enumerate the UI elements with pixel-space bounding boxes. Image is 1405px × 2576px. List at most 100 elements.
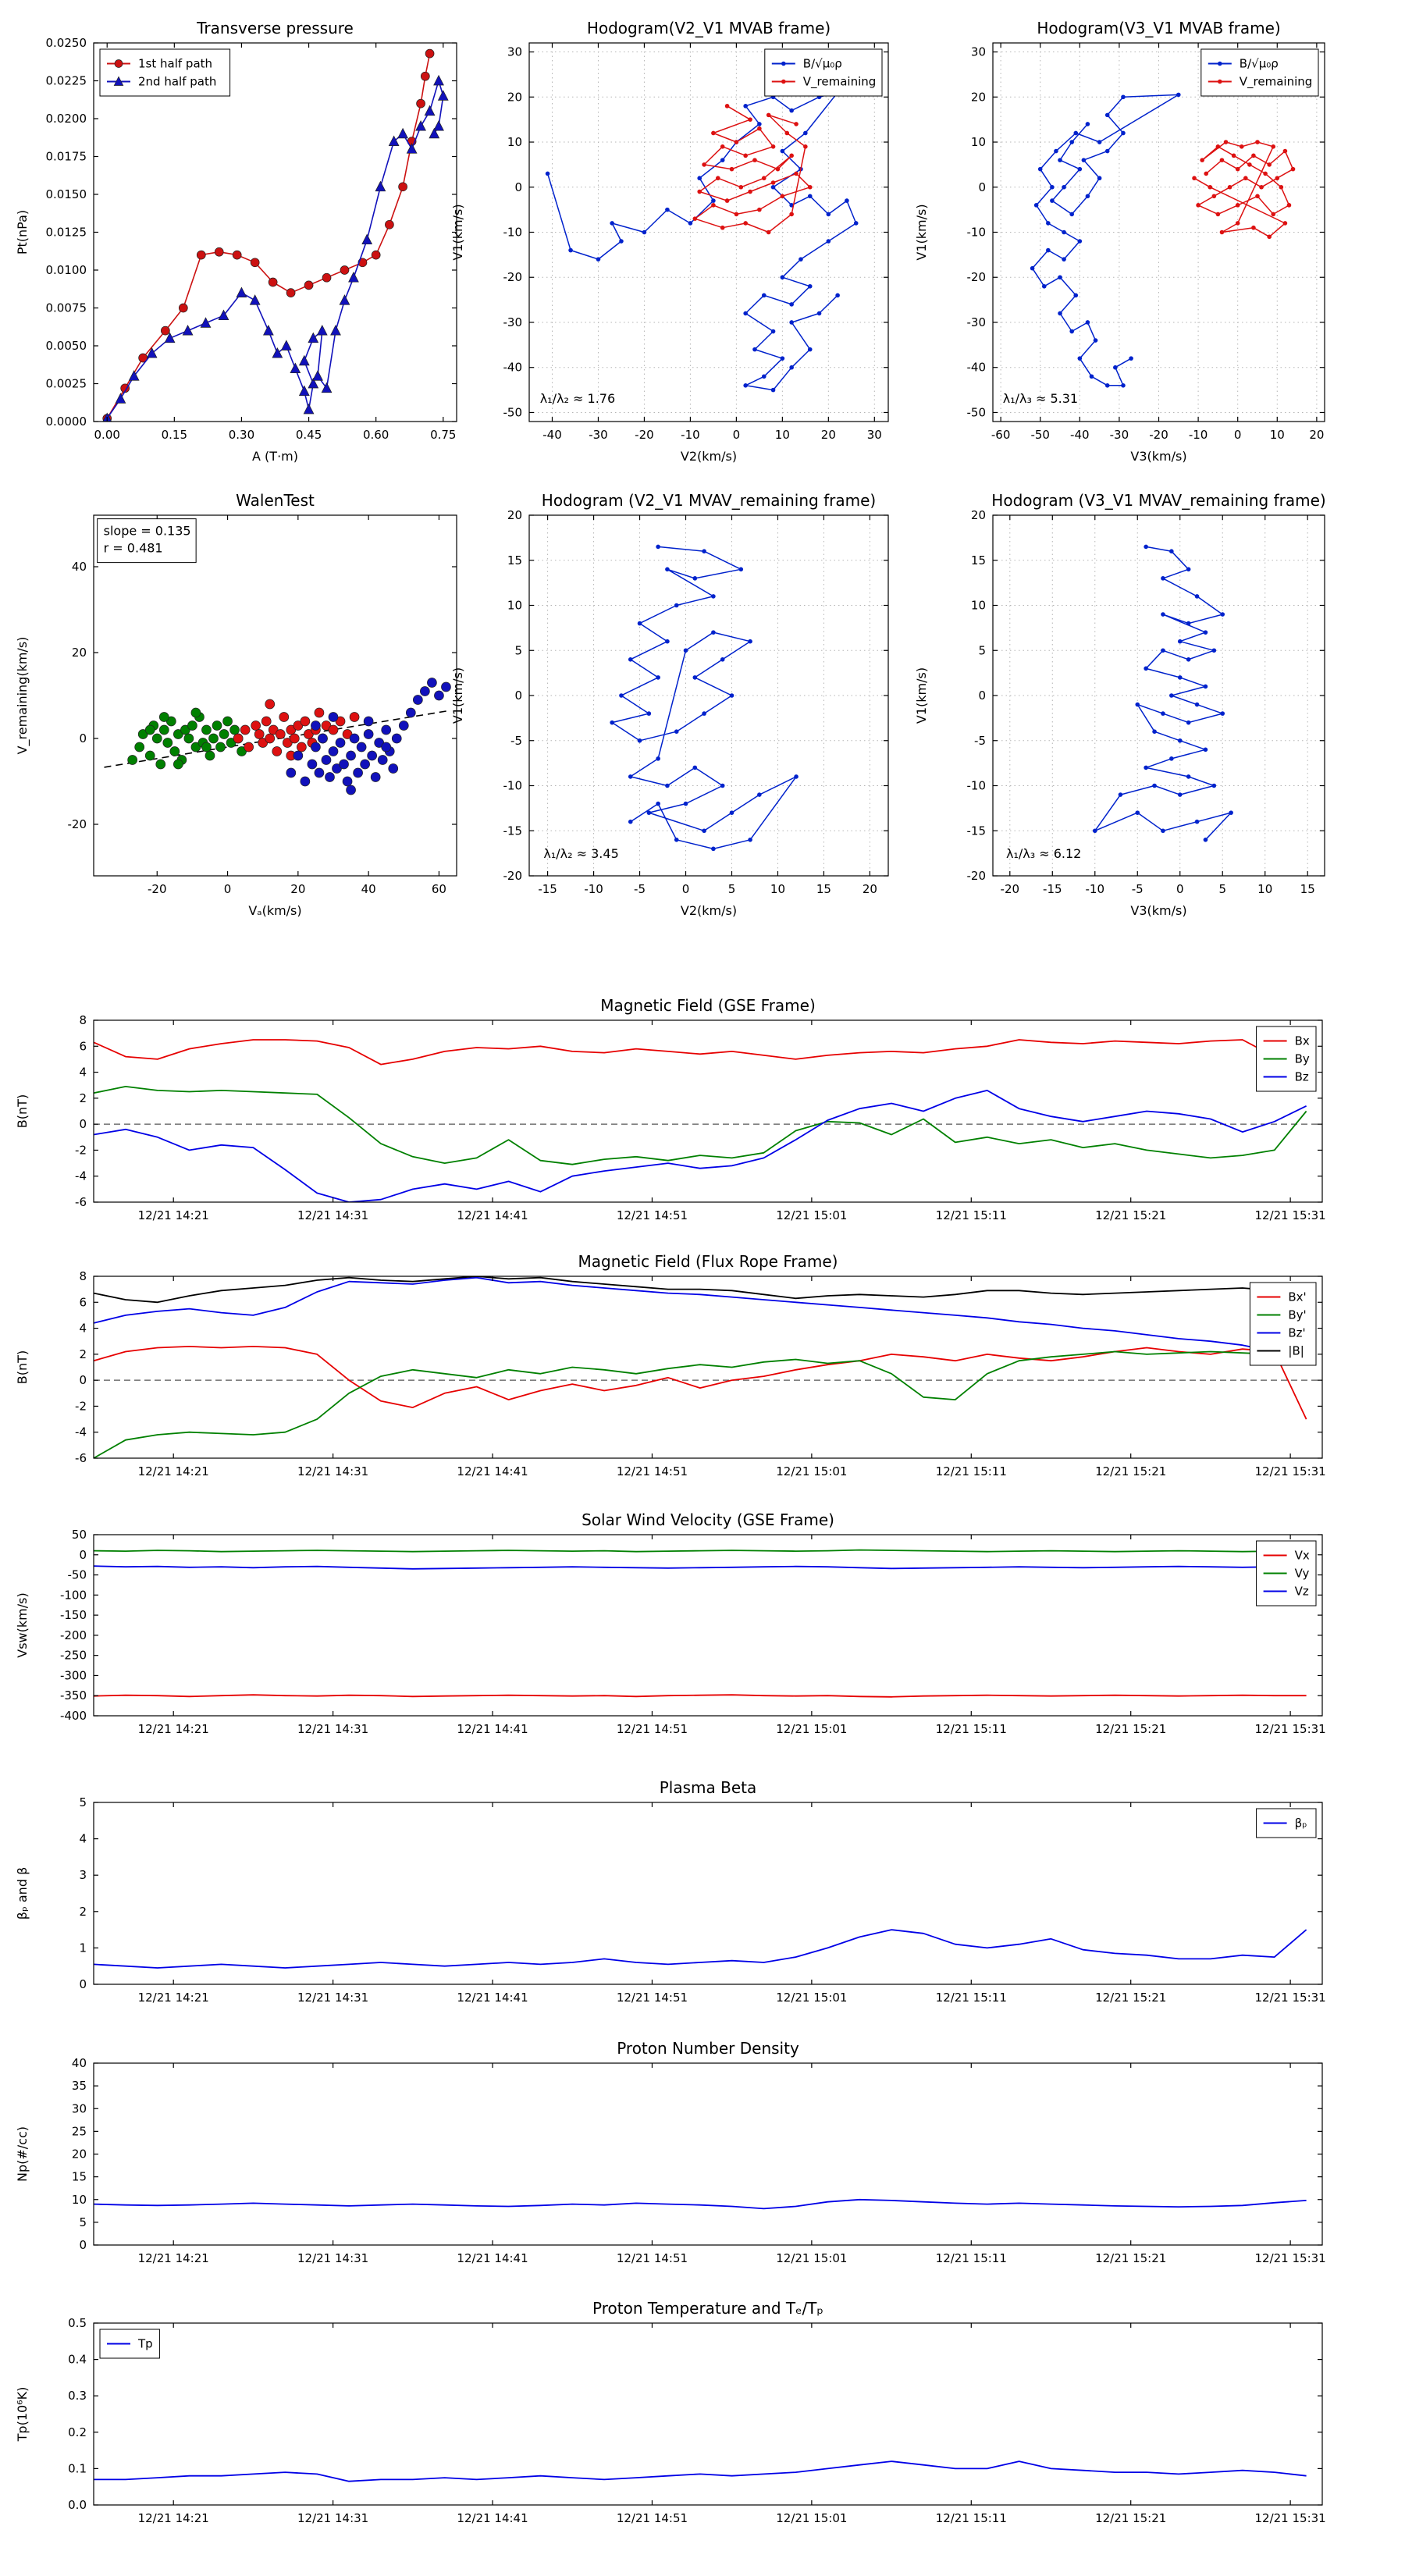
svg-text:12/21 15:01: 12/21 15:01: [776, 1208, 847, 1222]
svg-text:Hodogram(V2_V1 MVAB frame): Hodogram(V2_V1 MVAB frame): [587, 19, 831, 37]
svg-text:-50: -50: [1030, 428, 1050, 442]
svg-text:12/21 15:21: 12/21 15:21: [1095, 2251, 1166, 2265]
svg-text:0.0075: 0.0075: [46, 301, 87, 315]
svg-text:Hodogram (V2_V1 MVAV_remaining: Hodogram (V2_V1 MVAV_remaining frame): [542, 491, 876, 510]
svg-text:-100: -100: [60, 1588, 87, 1602]
svg-text:20: 20: [1309, 428, 1324, 442]
svg-text:Hodogram(V3_V1 MVAB frame): Hodogram(V3_V1 MVAB frame): [1037, 19, 1280, 37]
svg-text:Vsw(km/s): Vsw(km/s): [15, 1592, 30, 1657]
svg-text:-20: -20: [967, 869, 987, 883]
svg-text:-5: -5: [1132, 882, 1144, 896]
svg-text:12/21 15:31: 12/21 15:31: [1254, 1208, 1325, 1222]
svg-text:V_remaining(km/s): V_remaining(km/s): [15, 637, 30, 755]
svg-text:-4: -4: [75, 1425, 87, 1439]
svg-text:0: 0: [682, 882, 690, 896]
chart-transverse-pressure: 0.00 0.15 0.30 0.45 0.60 0.75 0.0000 0.0025 0.00…: [8, 4, 505, 470]
svg-text:-10: -10: [503, 226, 523, 240]
svg-text:-50: -50: [967, 405, 987, 419]
svg-text:-20: -20: [503, 270, 523, 284]
svg-text:2: 2: [79, 1091, 87, 1105]
svg-text:5: 5: [79, 1795, 87, 1809]
svg-text:-300: -300: [60, 1668, 87, 1682]
svg-text:0.75: 0.75: [430, 428, 456, 442]
chart-hodogram-v3v1-mvav: -20 -15 -10 -5 0 5 10 15 -20 -15 -10 -5 0 5 10 15 20 Hodo…: [907, 476, 1373, 924]
svg-text:0: 0: [978, 688, 986, 703]
svg-text:-350: -350: [60, 1688, 87, 1703]
svg-text:6: 6: [79, 1295, 87, 1309]
svg-text:12/21 15:31: 12/21 15:31: [1254, 2251, 1325, 2265]
svg-text:0.1: 0.1: [68, 2461, 87, 2475]
svg-text:12/21 15:31: 12/21 15:31: [1254, 1722, 1325, 1736]
svg-text:2nd half path: 2nd half path: [138, 75, 216, 89]
svg-text:-10: -10: [584, 882, 603, 896]
svg-text:20: 20: [971, 90, 986, 104]
svg-text:-15: -15: [538, 882, 557, 896]
svg-text:8: 8: [79, 1269, 87, 1283]
svg-text:Proton Temperature and Tₑ/Tₚ: Proton Temperature and Tₑ/Tₚ: [592, 2299, 823, 2318]
svg-text:4: 4: [79, 1322, 87, 1336]
svg-text:V2(km/s): V2(km/s): [681, 903, 737, 918]
svg-text:λ₁/λ₃ ≈ 5.31: λ₁/λ₃ ≈ 5.31: [1003, 391, 1078, 406]
svg-text:0.5: 0.5: [68, 2316, 87, 2330]
svg-text:5: 5: [728, 882, 736, 896]
svg-text:λ₁/λ₂ ≈ 1.76: λ₁/λ₂ ≈ 1.76: [540, 391, 615, 406]
svg-text:0: 0: [514, 688, 522, 703]
svg-text:12/21 15:21: 12/21 15:21: [1095, 1464, 1166, 1478]
svg-text:0.15: 0.15: [162, 428, 187, 442]
svg-text:0: 0: [733, 428, 741, 442]
svg-text:60: 60: [432, 882, 446, 896]
svg-text:12/21 15:21: 12/21 15:21: [1095, 1208, 1166, 1222]
svg-text:V_remaining: V_remaining: [1240, 75, 1313, 90]
svg-text:V3(km/s): V3(km/s): [1130, 449, 1186, 464]
svg-text:5: 5: [978, 643, 986, 657]
svg-text:-10: -10: [967, 779, 987, 793]
svg-text:λ₁/λ₃ ≈ 6.12: λ₁/λ₃ ≈ 6.12: [1006, 846, 1081, 861]
svg-text:-250: -250: [60, 1649, 87, 1663]
svg-text:Magnetic Field (Flux Rope Fram: Magnetic Field (Flux Rope Frame): [578, 1252, 838, 1271]
svg-text:0.0050: 0.0050: [46, 339, 87, 353]
chart-plasma-beta: 12/21 14:21 12/21 14:31 12/21 14:41 12/21 1…: [8, 1763, 1371, 2033]
svg-text:0: 0: [79, 1373, 87, 1387]
svg-text:0.0000: 0.0000: [46, 415, 87, 429]
svg-text:Pt(nPa): Pt(nPa): [15, 210, 30, 254]
svg-text:V3(km/s): V3(km/s): [1130, 903, 1186, 918]
svg-text:20: 20: [72, 2147, 87, 2161]
svg-text:Tp(10⁶K): Tp(10⁶K): [15, 2387, 30, 2443]
svg-text:-30: -30: [1110, 428, 1129, 442]
svg-text:0.30: 0.30: [229, 428, 254, 442]
svg-text:-10: -10: [503, 779, 523, 793]
svg-text:-50: -50: [68, 1568, 87, 1582]
svg-text:20: 20: [507, 90, 522, 104]
svg-text:30: 30: [971, 45, 986, 59]
svg-text:40: 40: [72, 2056, 87, 2070]
svg-text:12/21 14:41: 12/21 14:41: [457, 1208, 528, 1222]
svg-text:Tp: Tp: [137, 2337, 153, 2351]
svg-text:Vx: Vx: [1295, 1549, 1310, 1563]
svg-text:-10: -10: [967, 226, 987, 240]
svg-text:0.45: 0.45: [296, 428, 322, 442]
svg-text:12/21 15:31: 12/21 15:31: [1254, 2511, 1325, 2525]
svg-text:0: 0: [978, 180, 986, 194]
svg-text:-2: -2: [75, 1399, 87, 1413]
svg-text:-5: -5: [634, 882, 646, 896]
svg-text:-10: -10: [1189, 428, 1208, 442]
svg-text:-30: -30: [589, 428, 608, 442]
svg-text:20: 20: [821, 428, 836, 442]
svg-text:0.4: 0.4: [68, 2353, 87, 2367]
svg-text:βₚ: βₚ: [1295, 1816, 1307, 1831]
svg-text:10: 10: [770, 882, 785, 896]
svg-text:12/21 15:31: 12/21 15:31: [1254, 1464, 1325, 1478]
svg-text:λ₁/λ₂ ≈ 3.45: λ₁/λ₂ ≈ 3.45: [543, 846, 618, 861]
svg-text:12/21 14:41: 12/21 14:41: [457, 1722, 528, 1736]
svg-text:12/21 15:01: 12/21 15:01: [776, 1722, 847, 1736]
svg-text:V2(km/s): V2(km/s): [681, 449, 737, 464]
svg-text:0: 0: [79, 1117, 87, 1131]
svg-text:Transverse pressure: Transverse pressure: [196, 19, 354, 37]
chart-vsw-gse: 12/21 14:21 12/21 14:31 12/21 14:41 12/21 1…: [8, 1496, 1371, 1764]
svg-text:0: 0: [224, 882, 232, 896]
svg-text:0: 0: [79, 2238, 87, 2252]
svg-text:10: 10: [1257, 882, 1272, 896]
svg-text:B(nT): B(nT): [15, 1350, 30, 1384]
svg-text:-40: -40: [542, 428, 562, 442]
svg-text:40: 40: [361, 882, 376, 896]
